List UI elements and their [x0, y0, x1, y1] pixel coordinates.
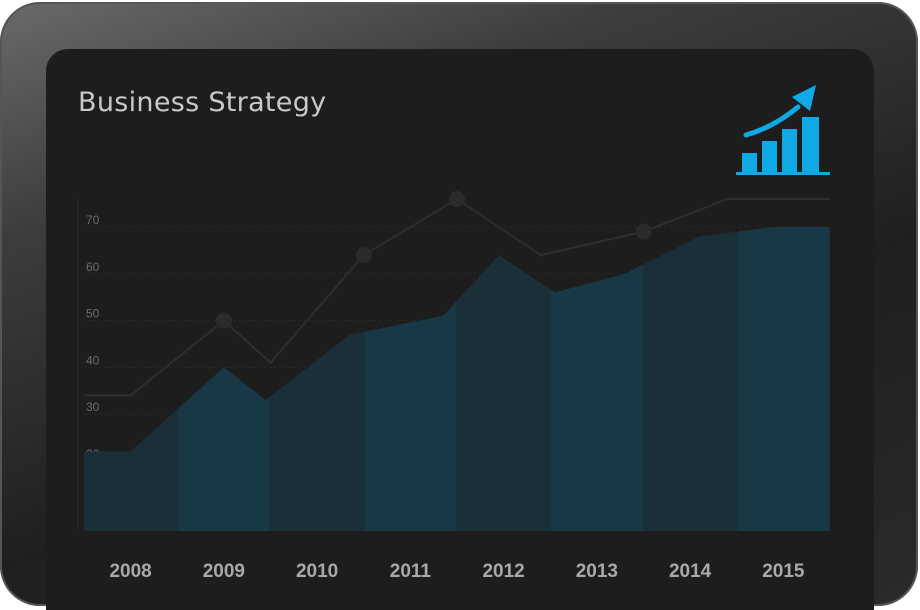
growth-chart-icon [736, 85, 830, 175]
highlight-band-2013 [551, 227, 643, 531]
trend-marker [449, 191, 465, 207]
y-tick-label: 40 [86, 353, 100, 367]
chart: 1020304050607020082009201020112012201320… [77, 191, 830, 582]
area-series [84, 227, 830, 531]
highlight-band-2011 [364, 227, 456, 531]
x-tick-label-2010: 2010 [296, 561, 338, 582]
highlight-band-2015 [737, 227, 829, 531]
tablet-screen: Business Strategy 1020304050607020082009… [46, 49, 874, 610]
trend-marker [355, 247, 372, 264]
x-tick-label-2011: 2011 [390, 561, 432, 582]
y-tick-label: 50 [86, 307, 100, 321]
x-tick-label-2009: 2009 [203, 561, 245, 582]
y-tick-label: 70 [86, 213, 100, 227]
trend-marker [215, 312, 232, 329]
x-tick-label-2012: 2012 [482, 561, 524, 582]
y-tick-label: 60 [86, 260, 100, 274]
trend-marker [635, 223, 652, 240]
x-tick-label-2008: 2008 [109, 561, 151, 582]
x-tick-label-2015: 2015 [762, 561, 805, 582]
y-tick-label: 30 [86, 400, 100, 414]
page-title: Business Strategy [78, 87, 327, 118]
x-tick-label-2014: 2014 [669, 561, 712, 582]
x-tick-label-2013: 2013 [576, 561, 618, 582]
